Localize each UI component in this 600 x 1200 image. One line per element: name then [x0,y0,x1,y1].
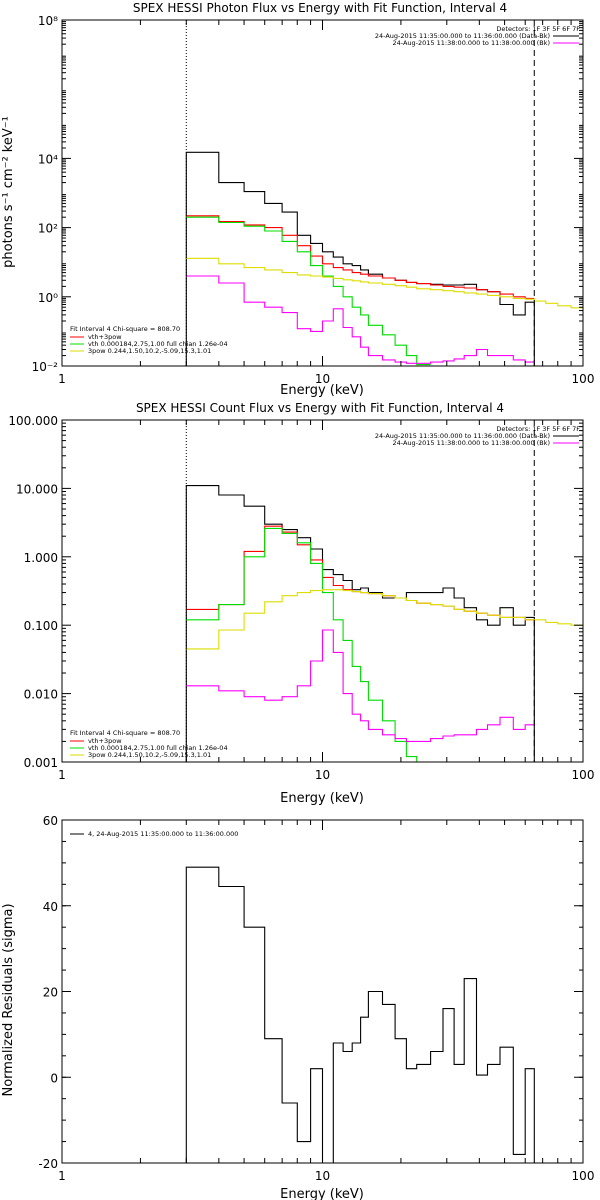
count-y-tick-label: 10.000 [16,482,58,496]
photon-series-2 [186,216,431,366]
count-series-2 [186,527,418,762]
residuals-y-axis-label: Normalized Residuals (sigma) [1,903,16,1096]
photon-legend-power-label: 3pow 0.244,1.50,10.2,-5.09,15.3,1.01 [88,347,211,355]
count-legend-bk-label: 24-Aug-2015 11:38:00.000 to 11:38:00.000… [393,439,550,447]
count-y-tick-label: 0.100 [24,619,58,633]
photon-series-1 [186,215,535,299]
count-series-4 [186,629,535,742]
count-plot-area: 1 10 100 0.001 0.010 0.100 1.000 10.000 100.000 [8,414,594,782]
residuals-series-group [185,866,535,1163]
residuals-plot-area: 1 10 100 -20 0 20 40 60 [38,814,594,1183]
count-fit-interval-text: Fit Interval 4 Chi-square = 808.70 [70,729,180,737]
residuals-x-tick-label: 10 [315,1169,330,1183]
count-legend-data-label: 24-Aug-2015 11:35:00.000 to 11:36:00.000… [375,432,550,440]
photon-legend-bottomleft: Fit Interval 4 Chi-square = 808.70 vth+3… [70,325,228,355]
photon-y-tick-label: 10⁻² [32,360,59,374]
photon-detectors-text: Detectors: 1F 3F 5F 6F 7F [496,25,580,33]
count-legend-bottomleft: Fit Interval 4 Chi-square = 808.70 vth+3… [70,729,228,759]
residuals-x-tick-label: 1 [58,1169,66,1183]
photon-flux-panel: SPEX HESSI Photon Flux vs Energy with Fi… [1,1,594,398]
photon-series-3 [186,257,583,309]
photon-y-axis-label: photons s⁻¹ cm⁻² keV⁻¹ [1,116,16,268]
count-x-tick-label: 1 [58,768,66,782]
count-legend-total-label: vth+3pow [88,737,122,745]
count-y-tick-label: 1.000 [24,551,58,565]
count-legend-vth-label: vth 0.000184,2.75,1.00 full chian 1.26e-… [88,744,228,752]
count-series-group [185,485,583,762]
photon-chart-title: SPEX HESSI Photon Flux vs Energy with Fi… [133,1,507,15]
photon-legend-data-label: 24-Aug-2015 11:35:00.000 to 11:36:00.000… [375,32,550,40]
count-legend-topright: 24-Aug-2015 11:35:00.000 to 11:36:00.000… [375,432,579,447]
count-detectors-text: Detectors: 1F 3F 5F 6F 7F [496,425,580,433]
residuals-x-axis-label: Energy (keV) [280,1187,364,1200]
photon-y-tick-label: 10⁰ [38,291,58,305]
photon-fit-interval-text: Fit Interval 4 Chi-square = 808.70 [70,325,180,333]
residuals-y-tick-label: 60 [43,814,58,828]
photon-x-axis-label: Energy (keV) [280,383,364,398]
residuals-y-tick-label: 20 [43,986,58,1000]
residuals-x-tick-label: 100 [572,1169,595,1183]
count-y-tick-label: 0.001 [24,756,58,770]
count-series-1 [186,525,535,621]
count-series-3 [186,589,583,650]
photon-legend-topright: 24-Aug-2015 11:35:00.000 to 11:36:00.000… [375,32,579,47]
residuals-legend-label: 4, 24-Aug-2015 11:35:00.000 to 11:36:00.… [88,830,238,838]
photon-y-tick-label: 10² [38,222,58,236]
photon-series-group [185,151,583,366]
photon-y-tick-label: 10⁴ [38,152,58,166]
photon-axes-frame [61,19,584,367]
count-legend-power-label: 3pow 0.244,1.50,10.2,-5.09,15.3,1.01 [88,751,211,759]
photon-series-0 [185,151,535,366]
residuals-y-tick-label: 40 [43,900,58,914]
count-flux-panel: SPEX HESSI Count Flux vs Energy with Fit… [8,401,594,806]
photon-legend-vth-label: vth 0.000184,2.75,1.00 full chian 1.26e-… [88,340,228,348]
residuals-y-tick-label: -20 [38,1157,58,1171]
photon-legend-bk-label: 24-Aug-2015 11:38:00.000 to 11:38:00.000… [393,39,550,47]
residuals-series-0 [185,866,535,1163]
photon-x-tick-label: 10 [315,372,330,386]
count-x-axis-label: Energy (keV) [280,791,364,806]
photon-plot-area: 1 10 100 10⁻² 10⁰ 10² 10⁴ 10⁸ [32,14,595,386]
photon-x-tick-label: 1 [58,372,66,386]
photon-legend-total-label: vth+3pow [88,333,122,341]
residuals-y-tick-label: 0 [50,1071,58,1085]
photon-series-4 [186,275,535,364]
photon-y-tick-label: 10⁸ [38,14,58,28]
count-y-tick-label: 0.010 [24,688,58,702]
residuals-legend: 4, 24-Aug-2015 11:35:00.000 to 11:36:00.… [70,830,238,838]
count-x-tick-label: 100 [572,768,595,782]
count-chart-title: SPEX HESSI Count Flux vs Energy with Fit… [136,401,504,415]
count-x-tick-label: 10 [315,768,330,782]
photon-x-tick-label: 100 [572,372,595,386]
residuals-panel: 4, 24-Aug-2015 11:35:00.000 to 11:36:00.… [1,814,594,1200]
count-y-tick-label: 100.000 [8,414,58,428]
